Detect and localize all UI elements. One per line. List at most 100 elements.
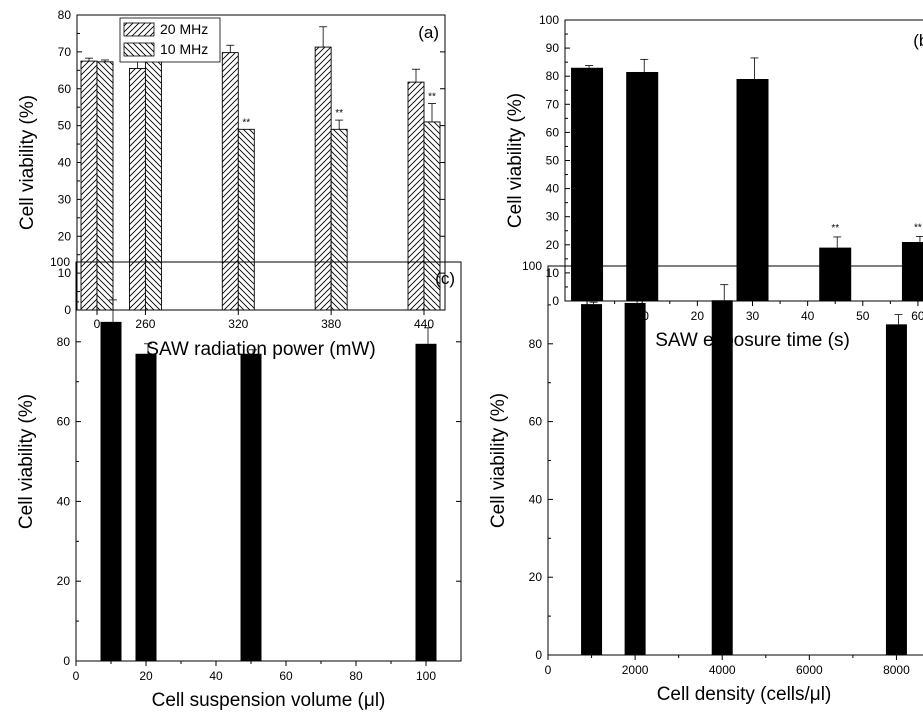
bar	[736, 79, 769, 301]
x-tick-label: 6000	[796, 663, 823, 677]
y-tick-label: 50	[546, 154, 560, 168]
bar	[711, 300, 733, 655]
y-axis-title: Cell viability (%)	[488, 393, 509, 528]
x-axis-title: Cell suspension volume (μl)	[152, 690, 386, 711]
bar	[819, 247, 852, 301]
y-axis-title: Cell viability (%)	[17, 95, 38, 230]
x-tick-label: 0	[73, 669, 80, 683]
y-tick-label: 90	[546, 41, 560, 55]
y-tick-label: 80	[58, 8, 72, 22]
y-tick-label: 60	[58, 82, 72, 96]
y-tick-label: 100	[50, 255, 70, 269]
panel-label: (a)	[418, 23, 439, 42]
x-tick-label: 80	[349, 669, 363, 683]
x-tick-label: 260	[135, 317, 155, 331]
y-tick-label: 40	[57, 494, 71, 508]
y-tick-label: 70	[546, 97, 560, 111]
significance-marker: **	[831, 223, 839, 234]
y-tick-label: 40	[546, 182, 560, 196]
x-axis-title: SAW exposure time (s)	[655, 330, 850, 351]
significance-marker: **	[428, 92, 436, 103]
y-tick-label: 100	[539, 13, 559, 27]
y-tick-label: 70	[58, 45, 72, 59]
bar	[100, 321, 122, 661]
bar	[581, 304, 603, 655]
bar	[135, 353, 157, 661]
x-tick-label: 60	[911, 309, 923, 323]
x-tick-label: 0	[94, 317, 101, 331]
y-tick-label: 0	[63, 654, 70, 668]
significance-marker: **	[335, 108, 343, 119]
x-tick-label: 40	[801, 309, 815, 323]
bar	[571, 67, 604, 302]
y-tick-label: 60	[57, 415, 71, 429]
legend-swatch	[123, 42, 155, 57]
y-tick-label: 60	[529, 415, 543, 429]
x-tick-label: 100	[416, 669, 436, 683]
x-tick-label: 380	[321, 317, 341, 331]
plot-frame	[75, 261, 462, 662]
bar	[626, 71, 659, 301]
panel-a-power-chart: 0 10 20 30 40 50 60 70 80 Cell viability (%) SAW r…	[17, 8, 446, 360]
bar-20mhz	[221, 52, 239, 311]
x-tick-label: 50	[856, 309, 870, 323]
x-tick-label: 0	[545, 663, 552, 677]
bar-10mhz	[144, 42, 162, 311]
x-tick-label: 8000	[883, 663, 910, 677]
legend-label: 10 MHz	[160, 41, 208, 57]
y-tick-label: 20	[529, 570, 543, 584]
x-tick-label: 2000	[622, 663, 649, 677]
legend-label: 20 MHz	[160, 21, 208, 37]
y-tick-label: 0	[552, 294, 559, 308]
significance-marker: **	[242, 117, 250, 128]
x-tick-label: 4000	[709, 663, 736, 677]
x-tick-label: 40	[209, 669, 223, 683]
x-tick-label: 320	[228, 317, 248, 331]
y-tick-label: 20	[58, 229, 72, 243]
bar-10mhz	[330, 128, 348, 311]
y-tick-label: 20	[546, 238, 560, 252]
bar-20mhz	[407, 81, 425, 311]
y-tick-label: 60	[546, 125, 560, 139]
panel-label: (c)	[435, 269, 455, 288]
y-tick-label: 10	[546, 266, 560, 280]
y-tick-label: 50	[58, 119, 72, 133]
y-tick-label: 20	[57, 574, 71, 588]
bar	[415, 343, 437, 661]
x-tick-label: 440	[414, 317, 434, 331]
bar-20mhz	[80, 60, 98, 311]
x-tick-label: 60	[279, 669, 293, 683]
plot-frame	[547, 265, 923, 656]
y-axis-title: Cell viability (%)	[505, 93, 526, 228]
significance-marker: **	[914, 222, 922, 233]
y-tick-label: 0	[535, 648, 542, 662]
bar	[624, 302, 646, 655]
panel-label: (b)	[913, 31, 923, 50]
bar-20mhz	[128, 68, 146, 311]
bar	[901, 241, 923, 301]
y-tick-label: 80	[546, 69, 560, 83]
x-tick-label: 20	[691, 309, 705, 323]
legend-swatch	[123, 22, 155, 37]
y-tick-label: 10	[58, 266, 72, 280]
y-tick-label: 0	[64, 303, 71, 317]
x-axis-title: Cell density (cells/μl)	[657, 684, 832, 705]
x-tick-label: 20	[139, 669, 153, 683]
y-tick-label: 80	[57, 335, 71, 349]
y-tick-label: 40	[529, 492, 543, 506]
bar	[240, 353, 262, 661]
panel-b-exposure-time-chart: 0 10 20 30 40 50 60 70 80 90 100 Cell viability (%)…	[505, 13, 923, 351]
y-axis-title: Cell viability (%)	[16, 394, 37, 529]
bar-10mhz	[237, 128, 255, 311]
bar-10mhz	[96, 61, 114, 311]
bar	[885, 324, 907, 655]
y-tick-label: 100	[522, 259, 542, 273]
x-tick-label: 30	[746, 309, 760, 323]
y-tick-label: 40	[58, 156, 72, 170]
y-tick-label: 30	[546, 210, 560, 224]
panel-label: (d)	[913, 273, 923, 292]
x-axis-title: SAW radiation power (mW)	[146, 339, 375, 360]
